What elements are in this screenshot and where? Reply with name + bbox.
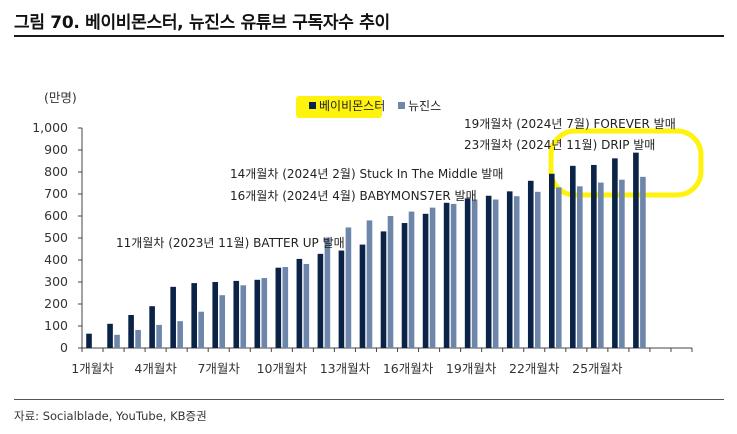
bar-newjeans — [156, 324, 162, 348]
bar-babymonster — [149, 306, 155, 348]
bar-newjeans — [387, 216, 394, 348]
bar-newjeans — [240, 285, 247, 348]
y-tick-label: 0 — [60, 340, 68, 355]
bar-babymonster — [506, 191, 513, 348]
annotation-babymons7er: 16개월차 (2024년 4월) BABYMONS7ER 발매 — [230, 189, 477, 203]
x-tick-label: 1개월차 — [71, 361, 114, 376]
bar-babymonster — [296, 258, 303, 348]
y-tick-label: 600 — [44, 208, 68, 223]
bars — [86, 152, 646, 348]
annotation-forever: 19개월차 (2024년 7월) FOREVER 발매 — [464, 117, 676, 131]
bar-babymonster — [212, 282, 219, 348]
bar-babymonster — [128, 315, 134, 348]
legend-swatch-babymonster — [309, 102, 316, 109]
bar-newjeans — [555, 187, 562, 348]
y-tick-label: 900 — [44, 142, 68, 157]
y-tick-label: 300 — [44, 274, 68, 289]
legend: 베이비몬스터 뉴진스 — [309, 99, 441, 113]
bar-babymonster — [422, 213, 429, 348]
source-rule — [14, 399, 724, 400]
bar-newjeans — [177, 321, 183, 348]
bar-babymonster — [338, 250, 345, 348]
bar-babymonster — [86, 333, 92, 348]
y-tick-label: 500 — [44, 230, 68, 245]
y-tick-label: 100 — [44, 318, 68, 333]
bar-babymonster — [233, 280, 240, 348]
x-tick-label: 16개월차 — [383, 361, 434, 376]
bar-babymonster — [633, 152, 639, 348]
title-rule — [14, 35, 724, 37]
bar-babymonster — [443, 202, 450, 348]
bar-babymonster — [359, 244, 366, 348]
x-tick-label: 19개월차 — [446, 361, 497, 376]
x-tick-label: 22개월차 — [509, 361, 560, 376]
bar-newjeans — [366, 220, 373, 348]
y-axis-unit: (만명) — [44, 90, 77, 105]
source-note: 자료: Socialblade, YouTube, KB증권 — [14, 409, 207, 423]
bar-newjeans — [577, 186, 583, 348]
bar-babymonster — [612, 158, 618, 348]
bar-newjeans — [640, 176, 646, 348]
bar-babymonster — [591, 164, 597, 348]
bar-newjeans — [450, 203, 457, 348]
bar-newjeans — [471, 199, 478, 348]
annotation-batter-up: 11개월차 (2023년 11월) BATTER UP 발매 — [116, 236, 345, 250]
x-tick-label: 4개월차 — [134, 361, 177, 376]
x-tick-label: 7개월차 — [197, 361, 240, 376]
bar-newjeans — [598, 182, 604, 348]
bar-newjeans — [261, 278, 268, 348]
bar-babymonster — [317, 253, 324, 348]
legend-label-newjeans: 뉴진스 — [408, 99, 441, 113]
bar-newjeans — [303, 263, 310, 348]
y-tick-label: 200 — [44, 296, 68, 311]
bar-newjeans — [534, 191, 541, 348]
bar-babymonster — [527, 180, 534, 348]
y-tick-label: 1,000 — [32, 120, 68, 135]
bar-babymonster — [401, 223, 408, 348]
bar-babymonster — [485, 195, 492, 348]
annotation-stuck-in-the-middle: 14개월차 (2024년 2월) Stuck In The Middle 발매 — [230, 167, 503, 181]
x-tick-label: 10개월차 — [257, 361, 308, 376]
annotations: 11개월차 (2023년 11월) BATTER UP 발매 14개월차 (20… — [116, 117, 676, 250]
bar-babymonster — [191, 283, 197, 348]
bar-babymonster — [570, 165, 576, 348]
axes: 0 100 200 300 400 500 600 700 800 900 1,000 1개월차 4개월… — [32, 120, 693, 376]
bar-babymonster — [275, 267, 282, 348]
annotation-drip: 23개월차 (2024년 11월) DRIP 발매 — [464, 138, 655, 152]
legend-highlight — [296, 96, 382, 118]
y-tick-label: 400 — [44, 252, 68, 267]
legend-swatch-newjeans — [398, 102, 405, 109]
bar-babymonster — [107, 323, 113, 348]
bar-newjeans — [345, 227, 352, 348]
bar-babymonster — [170, 286, 176, 348]
bar-babymonster — [380, 231, 387, 348]
bar-newjeans — [619, 179, 625, 348]
bar-newjeans — [408, 211, 415, 348]
bar-newjeans — [198, 311, 204, 348]
bar-newjeans — [282, 267, 289, 348]
legend-label-babymonster: 베이비몬스터 — [319, 99, 385, 113]
y-tick-label: 800 — [44, 164, 68, 179]
y-tick-label: 700 — [44, 186, 68, 201]
recent-bars-highlight — [548, 128, 704, 198]
bar-babymonster — [464, 198, 471, 348]
bar-newjeans — [219, 295, 226, 348]
bar-newjeans — [135, 329, 141, 348]
highlights — [296, 96, 704, 198]
bar-babymonster — [254, 279, 261, 348]
bar-newjeans — [114, 334, 120, 348]
bar-newjeans — [492, 199, 499, 348]
bar-babymonster — [548, 173, 555, 348]
chart-title: 그림 70. 베이비몬스터, 뉴진스 유튜브 구독자수 추이 — [14, 13, 390, 33]
bar-newjeans — [324, 237, 331, 348]
bar-newjeans — [429, 207, 436, 348]
bar-newjeans — [513, 196, 520, 348]
x-tick-label: 13개월차 — [320, 361, 371, 376]
x-tick-label: 25개월차 — [572, 361, 623, 376]
